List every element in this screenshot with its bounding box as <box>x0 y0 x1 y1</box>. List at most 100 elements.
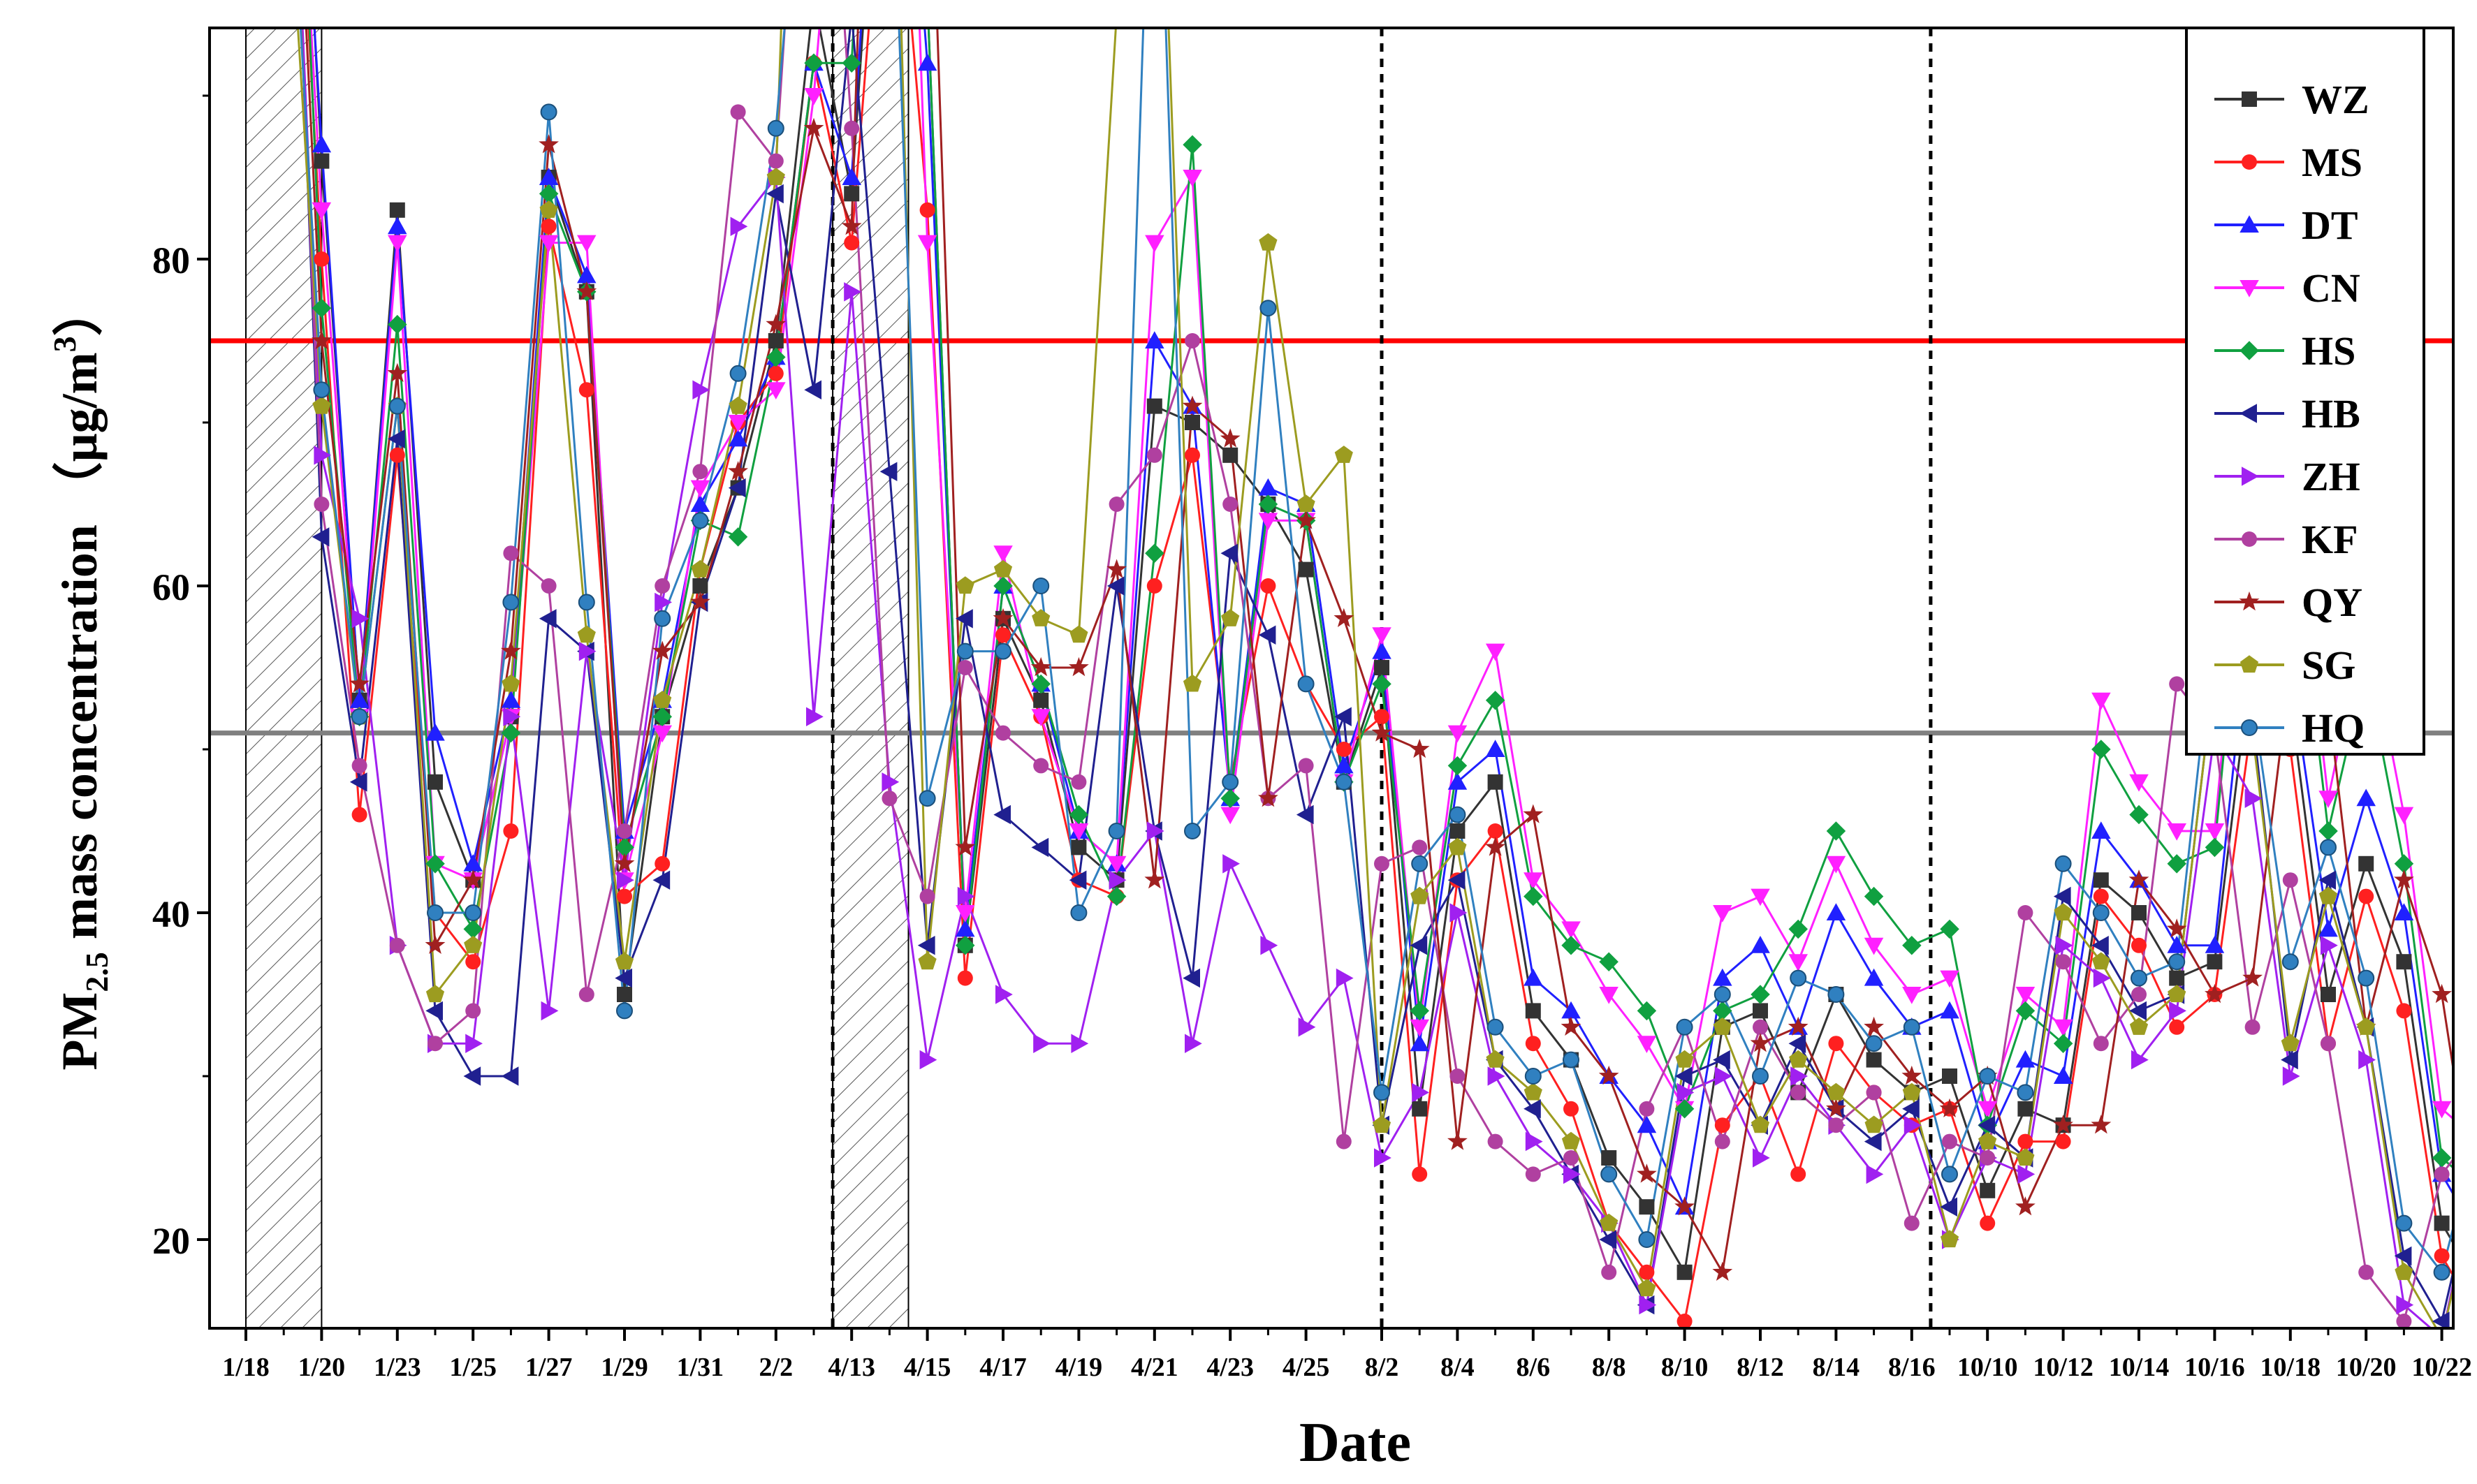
data-point <box>1563 1164 1581 1184</box>
data-point <box>728 478 746 498</box>
data-point <box>2093 968 2111 988</box>
data-point <box>1031 709 1051 726</box>
data-point <box>1525 1036 1541 1052</box>
data-point <box>1374 1148 1391 1168</box>
data-point <box>501 1066 519 1086</box>
data-point <box>312 135 332 153</box>
data-point <box>1676 1314 1693 1328</box>
data-point <box>1827 1082 1846 1101</box>
data-point <box>2472 1148 2477 1168</box>
data-point <box>465 1003 481 1019</box>
data-point <box>844 186 860 202</box>
data-point <box>1185 447 1200 463</box>
data-point <box>541 219 557 235</box>
data-point <box>956 919 975 937</box>
data-point <box>617 870 634 890</box>
reference-lines <box>210 28 2453 1328</box>
data-point <box>1449 823 1466 839</box>
data-point <box>1864 1131 1882 1152</box>
x-tick-label: 10/22 <box>2411 1353 2472 1382</box>
data-point <box>1639 1264 1655 1280</box>
data-point <box>1639 1295 1657 1315</box>
legend-item-cn: CN <box>2214 265 2360 311</box>
data-point <box>1827 986 1845 1003</box>
data-point <box>1031 674 1051 694</box>
data-point <box>1561 921 1581 939</box>
data-point <box>425 723 445 741</box>
data-point <box>2207 954 2223 970</box>
x-tick-label: 1/23 <box>374 1353 421 1382</box>
data-point <box>1145 235 1164 253</box>
data-point <box>1296 805 1314 825</box>
data-point <box>1222 447 1238 463</box>
data-point <box>2017 1133 2033 1149</box>
data-point <box>2055 1133 2071 1149</box>
data-point <box>1902 1099 1920 1119</box>
data-point <box>768 365 784 381</box>
data-point <box>578 641 597 661</box>
data-point <box>314 153 330 169</box>
data-point <box>1145 331 1164 348</box>
data-point <box>1222 773 1239 791</box>
hatched-periods <box>245 27 909 1329</box>
data-point <box>501 640 521 660</box>
data-point <box>1980 1182 1996 1198</box>
y-axis-label-sup: 3 <box>47 336 82 352</box>
data-point <box>2433 1263 2450 1281</box>
data-point <box>1410 1019 1429 1037</box>
legend-box <box>2185 27 2425 756</box>
data-point <box>917 53 937 71</box>
data-point <box>1525 1131 1543 1152</box>
data-point <box>351 807 367 823</box>
data-point <box>2167 854 2186 874</box>
data-point <box>1146 821 1164 841</box>
data-point <box>730 216 748 236</box>
data-point <box>312 330 332 350</box>
data-point <box>1751 888 1770 906</box>
data-point <box>2281 1034 2300 1052</box>
series-line-hb <box>300 28 2453 1323</box>
data-point <box>1563 1101 1579 1117</box>
data-point <box>388 216 407 235</box>
data-point <box>1866 1085 1882 1101</box>
data-point <box>1487 1133 1503 1149</box>
data-point <box>2129 774 2149 792</box>
data-point <box>1978 1131 1997 1149</box>
legend-item-zh: ZH <box>2214 454 2360 499</box>
data-point <box>1598 1065 1619 1085</box>
data-point <box>956 642 974 660</box>
data-point <box>1753 1148 1770 1168</box>
data-point <box>1714 1066 1732 1086</box>
legend-marker <box>2239 341 2259 360</box>
data-point <box>2394 807 2414 825</box>
data-point <box>1410 1001 1429 1021</box>
data-point <box>1563 1051 1579 1068</box>
data-point <box>2358 969 2375 987</box>
data-point <box>1978 1101 1997 1119</box>
data-point <box>1109 497 1125 512</box>
data-point <box>578 382 594 398</box>
x-tick-label: 4/25 <box>1283 1353 1330 1382</box>
hatched-period-0 <box>245 27 323 1329</box>
data-point <box>1788 1034 1806 1053</box>
data-point <box>1713 905 1732 923</box>
data-point <box>1524 872 1543 890</box>
x-tick-label: 10/20 <box>2336 1353 2397 1382</box>
data-point <box>1524 968 1543 986</box>
data-point <box>1410 936 1428 955</box>
data-point <box>1258 478 1278 496</box>
x-tick-label: 10/12 <box>2033 1353 2094 1382</box>
data-point <box>463 1066 481 1086</box>
data-point <box>2015 1001 2036 1021</box>
data-point <box>1033 758 1049 774</box>
data-point <box>1071 1034 1089 1053</box>
data-point <box>1108 4 1126 22</box>
series-line-kf <box>300 28 2453 1323</box>
data-point <box>2015 1196 2036 1216</box>
legend-marker <box>2242 154 2257 170</box>
data-point <box>349 772 367 792</box>
data-point <box>1146 578 1162 594</box>
data-point <box>1790 1066 1808 1086</box>
data-point <box>1069 805 1089 825</box>
